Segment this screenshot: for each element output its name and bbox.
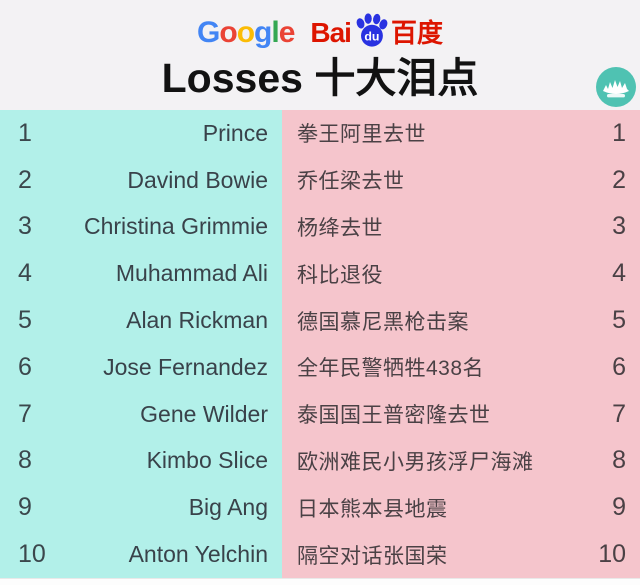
google-item-label: Prince	[202, 119, 268, 146]
paw-icon: du	[356, 13, 388, 47]
baidu-item-label: 杨绛去世	[297, 216, 383, 240]
baidu-rank: 8	[612, 446, 626, 475]
page-title: Losses 十大泪点	[161, 55, 479, 101]
google-rank: 8	[18, 446, 32, 475]
table-row: 9 Big Ang 日本熊本县地震 9	[0, 484, 640, 532]
header: Google Bai du 百度 Losses 十大泪点	[0, 0, 640, 110]
google-cell: 7 Gene Wilder	[0, 390, 282, 438]
google-rank: 1	[18, 118, 32, 147]
google-item-label: Alan Rickman	[126, 307, 268, 334]
google-item-label: Jose Fernandez	[103, 353, 268, 380]
table-row: 5 Alan Rickman 德国慕尼黑枪击案 5	[0, 297, 640, 344]
baidu-rank: 6	[612, 352, 626, 381]
table-row: 10 Anton Yelchin 隔空对话张国荣 10	[0, 531, 640, 578]
google-rank: 7	[18, 399, 32, 428]
google-rank: 3	[18, 212, 32, 241]
table-row: 6 Jose Fernandez 全年民警牺牲438名 6	[0, 343, 640, 391]
google-cell: 3 Christina Grimmie	[0, 203, 282, 251]
google-cell: 10 Anton Yelchin	[0, 531, 282, 578]
baidu-logo-text: Bai	[310, 17, 352, 48]
baidu-item-label: 泰国国王普密隆去世	[297, 404, 491, 428]
baidu-item-label: 全年民警牺牲438名	[297, 357, 485, 381]
google-cell: 6 Jose Fernandez	[0, 343, 282, 391]
bottom-strip	[0, 578, 640, 585]
baidu-cell: 隔空对话张国荣 10	[282, 531, 640, 578]
google-item-label: Gene Wilder	[140, 400, 268, 427]
ranking-table: 1 Prince 拳王阿里去世 1 2 Davind Bowie 乔任梁去世 2…	[0, 110, 640, 578]
google-rank: 6	[18, 352, 32, 381]
baidu-cell: 拳王阿里去世 1	[282, 110, 640, 157]
google-item-label: Christina Grimmie	[83, 213, 268, 240]
baidu-cell: 泰国国王普密隆去世 7	[282, 390, 640, 438]
google-letter: G	[197, 16, 220, 49]
google-letter: l	[271, 16, 279, 49]
google-cell: 1 Prince	[0, 110, 282, 157]
baidu-rank: 10	[598, 540, 626, 569]
google-logo: Google	[197, 16, 296, 49]
baidu-cell: 德国慕尼黑枪击案 5	[282, 297, 640, 344]
baidu-logo-chinese: 百度	[390, 18, 443, 48]
baidu-cell: 欧洲难民小男孩浮尸海滩 8	[282, 437, 640, 485]
baidu-rank: 4	[612, 259, 626, 288]
baidu-cell: 日本熊本县地震 9	[282, 484, 640, 532]
baidu-rank: 5	[612, 306, 626, 335]
google-item-label: Davind Bowie	[127, 166, 268, 193]
google-rank: 9	[18, 493, 32, 522]
baidu-cell: 全年民警牺牲438名 6	[282, 343, 640, 391]
baidu-rank: 7	[612, 399, 626, 428]
baidu-item-label: 德国慕尼黑枪击案	[297, 310, 469, 334]
baidu-cell: 乔任梁去世 2	[282, 156, 640, 204]
baidu-rank: 2	[612, 165, 626, 194]
table-row: 7 Gene Wilder 泰国国王普密隆去世 7	[0, 390, 640, 438]
google-item-label: Anton Yelchin	[128, 541, 268, 568]
table-row: 2 Davind Bowie 乔任梁去世 2	[0, 156, 640, 204]
baidu-cell: 杨绛去世 3	[282, 203, 640, 251]
google-cell: 2 Davind Bowie	[0, 156, 282, 204]
google-cell: 9 Big Ang	[0, 484, 282, 532]
logo-row: Google Bai du 百度	[0, 0, 640, 52]
table-row: 3 Christina Grimmie 杨绛去世 3	[0, 203, 640, 251]
baidu-rank: 3	[612, 212, 626, 241]
baidu-item-label: 隔空对话张国荣	[297, 544, 448, 568]
svg-text:du: du	[364, 29, 379, 43]
baidu-item-label: 科比退役	[297, 263, 383, 287]
baidu-rank: 1	[612, 118, 626, 147]
google-letter: g	[254, 16, 272, 49]
google-item-label: Kimbo Slice	[146, 447, 268, 474]
google-letter: e	[278, 16, 296, 49]
google-rank: 4	[18, 259, 32, 288]
baidu-logo: Bai du 百度	[310, 11, 443, 55]
google-rank: 5	[18, 306, 32, 335]
google-cell: 8 Kimbo Slice	[0, 437, 282, 485]
baidu-item-label: 拳王阿里去世	[297, 123, 426, 147]
baidu-cell: 科比退役 4	[282, 250, 640, 298]
google-rank: 2	[18, 165, 32, 194]
table-row: 8 Kimbo Slice 欧洲难民小男孩浮尸海滩 8	[0, 437, 640, 485]
baidu-item-label: 欧洲难民小男孩浮尸海滩	[297, 450, 534, 474]
google-cell: 4 Muhammad Ali	[0, 250, 282, 298]
google-letter: o	[219, 16, 237, 49]
google-rank: 10	[18, 540, 46, 569]
table-row: 1 Prince 拳王阿里去世 1	[0, 110, 640, 157]
google-cell: 5 Alan Rickman	[0, 297, 282, 344]
baidu-item-label: 日本熊本县地震	[297, 497, 448, 521]
hedgehog-badge-icon	[596, 67, 636, 107]
baidu-item-label: 乔任梁去世	[297, 170, 405, 194]
google-item-label: Muhammad Ali	[115, 260, 268, 287]
google-item-label: Big Ang	[188, 494, 268, 521]
table-row: 4 Muhammad Ali 科比退役 4	[0, 250, 640, 298]
baidu-rank: 9	[612, 493, 626, 522]
google-letter: o	[236, 16, 255, 49]
